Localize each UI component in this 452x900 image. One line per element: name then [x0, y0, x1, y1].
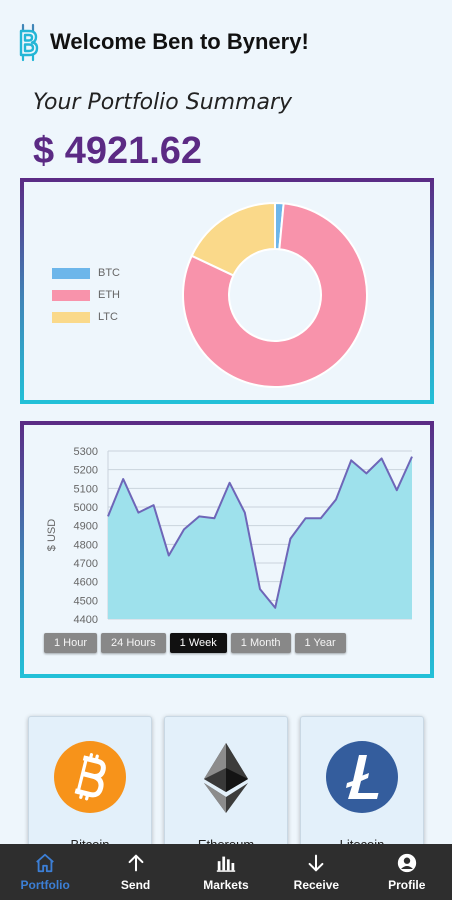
range-button-1-week[interactable]: 1 Week [169, 633, 227, 653]
price-area-chart: 4400 4500 4600 4700 4800 4900 5000 5100 5200 5300… [46, 446, 413, 625]
legend-swatch [52, 289, 90, 301]
y-tick-label: 4800 [74, 539, 98, 551]
range-button-1-month[interactable]: 1 Month [230, 633, 291, 653]
bar-chart-icon [216, 856, 236, 872]
y-tick-label: 5000 [74, 502, 98, 514]
allocation-chart-card: BTC ETH LTC [20, 178, 434, 404]
arrow-up-icon [128, 854, 144, 872]
y-axis-title: $ USD [46, 519, 58, 551]
legend-item-btc: BTC [52, 262, 120, 284]
litecoin-icon [326, 741, 398, 813]
y-tick-label: 4600 [74, 577, 98, 589]
portfolio-summary-label: Your Portfolio Summary [33, 90, 293, 115]
y-tick-label: 5100 [74, 483, 98, 495]
nav-item-receive[interactable]: Receive [276, 852, 356, 892]
bottom-navigation: Portfolio Send Markets Receive Profile [0, 844, 452, 900]
price-line [107, 456, 413, 609]
y-tick-label: 5200 [74, 465, 98, 477]
donut-slice-eth [182, 202, 368, 388]
nav-label: Receive [293, 878, 340, 892]
y-tick-label: 5300 [74, 446, 98, 458]
y-tick-label: 4500 [74, 595, 98, 607]
nav-label: Markets [203, 878, 249, 892]
nav-item-markets[interactable]: Markets [186, 852, 266, 892]
nav-label: Portfolio [20, 878, 70, 892]
y-tick-label: 4700 [74, 558, 98, 570]
header: Welcome Ben to Bynery! [14, 22, 309, 62]
legend-swatch [52, 311, 90, 323]
donut-slice-ltc [190, 201, 276, 277]
welcome-title: Welcome Ben to Bynery! [50, 29, 309, 54]
coin-card-bitcoin[interactable]: Bitcoin [28, 716, 152, 856]
price-area [108, 456, 412, 619]
home-icon [36, 853, 55, 873]
range-button-1-year[interactable]: 1 Year [294, 633, 346, 653]
legend-label: BTC [98, 267, 120, 279]
price-chart-card: 4400 4500 4600 4700 4800 4900 5000 5100 5200 5300… [20, 421, 434, 678]
legend-swatch [52, 267, 90, 279]
portfolio-total: $ 4921.62 [33, 130, 203, 172]
legend-item-eth: ETH [52, 284, 120, 306]
nav-label: Send [120, 878, 151, 892]
bynery-logo-icon [19, 23, 39, 62]
range-button-1-hour[interactable]: 1 Hour [44, 633, 98, 653]
user-icon [397, 853, 416, 873]
y-tick-label: 4400 [74, 614, 98, 625]
y-tick-label: 4900 [74, 521, 98, 533]
legend-item-ltc: LTC [52, 306, 120, 328]
ethereum-icon [204, 743, 248, 813]
coin-list: Bitcoin Ethereum Litecoin [28, 716, 428, 856]
time-range-selector: 1 Hour 24 Hours 1 Week 1 Month 1 Year [44, 633, 346, 653]
legend-label: ETH [98, 289, 120, 301]
nav-item-send[interactable]: Send [96, 852, 176, 892]
bitcoin-icon [54, 741, 126, 813]
coin-card-ethereum[interactable]: Ethereum [164, 716, 288, 856]
nav-item-profile[interactable]: Profile [367, 852, 447, 892]
arrow-down-icon [308, 854, 324, 872]
nav-item-portfolio[interactable]: Portfolio [5, 852, 85, 892]
range-button-24-hours[interactable]: 24 Hours [101, 633, 166, 653]
chart-legend: BTC ETH LTC [52, 262, 120, 328]
allocation-donut-chart [182, 201, 368, 388]
legend-label: LTC [98, 311, 118, 323]
nav-label: Profile [388, 878, 426, 892]
coin-card-litecoin[interactable]: Litecoin [300, 716, 424, 856]
